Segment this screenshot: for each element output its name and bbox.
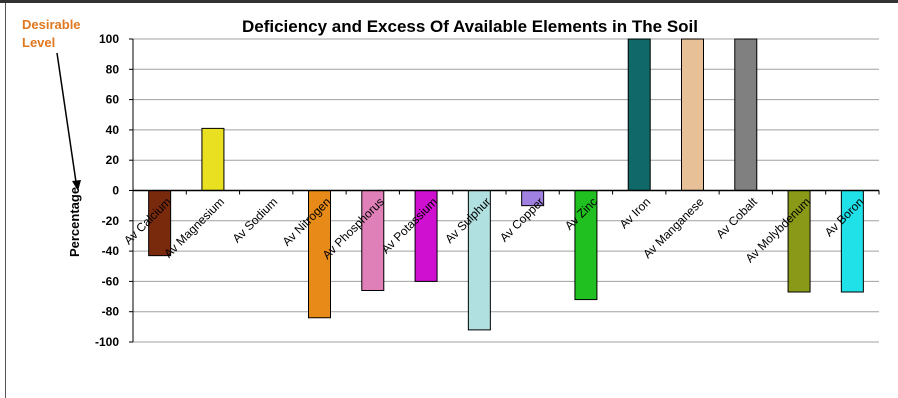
category-label: Av Cobalt bbox=[713, 194, 760, 241]
left-border bbox=[5, 3, 6, 398]
y-tick-labels: 100 80 60 40 20 0 -20 -40 -60 -80 -100 bbox=[95, 32, 133, 349]
y-tick-label: 20 bbox=[106, 153, 120, 167]
bars bbox=[148, 38, 864, 331]
annotation-line-1: Desirable bbox=[22, 17, 81, 32]
bar bbox=[734, 38, 758, 191]
y-tick-label: 0 bbox=[112, 184, 119, 198]
desirable-level-annotation: Desirable Level bbox=[22, 17, 81, 191]
bar bbox=[681, 38, 704, 191]
bar bbox=[627, 38, 651, 191]
y-tick-label: 100 bbox=[99, 32, 119, 46]
y-tick-label: 60 bbox=[106, 93, 120, 107]
chart-title: Deficiency and Excess Of Available Eleme… bbox=[242, 17, 698, 36]
bar bbox=[201, 127, 225, 191]
y-tick-label: 80 bbox=[106, 62, 120, 76]
y-tick-label: 40 bbox=[106, 123, 120, 137]
category-label: Av Sodium bbox=[230, 195, 281, 246]
category-label: Av Iron bbox=[617, 195, 654, 232]
y-tick-label: -80 bbox=[102, 305, 120, 319]
top-border bbox=[0, 0, 898, 3]
y-tick-label: -40 bbox=[102, 244, 120, 258]
y-tick-label: -60 bbox=[102, 274, 120, 288]
annotation-line-2: Level bbox=[22, 35, 55, 50]
axes bbox=[132, 39, 880, 342]
y-tick-label: -20 bbox=[102, 214, 120, 228]
annotation-arrowhead bbox=[72, 180, 81, 191]
annotation-arrow bbox=[56, 52, 77, 183]
y-axis-label: Percentage bbox=[67, 187, 82, 257]
y-tick-label: -100 bbox=[95, 335, 119, 349]
